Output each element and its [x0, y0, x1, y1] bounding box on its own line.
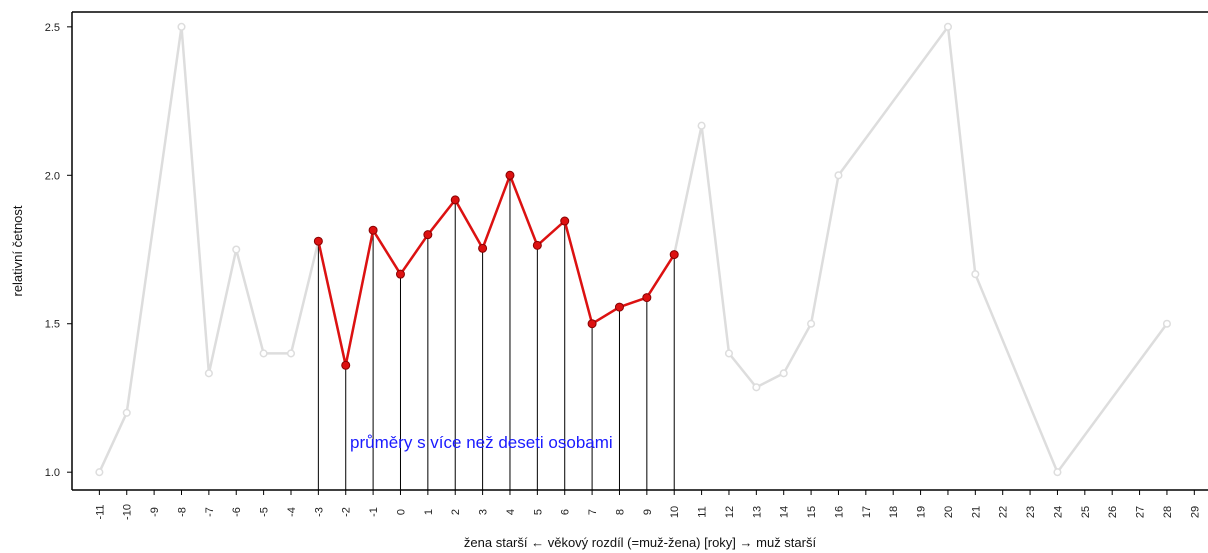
x-tick-label: 8 [614, 509, 626, 515]
x-tick-label: 21 [970, 506, 982, 518]
x-tick-label: 1 [423, 509, 435, 515]
x-tick-label: -6 [231, 507, 243, 517]
y-tick-label: 1.0 [45, 467, 60, 479]
data-point [395, 269, 405, 279]
data-point [971, 270, 980, 279]
data-point [807, 319, 816, 328]
x-tick-label: 13 [751, 506, 763, 518]
data-point [423, 230, 433, 240]
data-point [1162, 319, 1171, 328]
x-axis-title: žena starší ← věkový rozdíl (=muž-žena) … [464, 535, 817, 550]
data-point [313, 236, 323, 246]
x-tick-label: 15 [806, 506, 818, 518]
x-tick-label: 29 [1189, 506, 1201, 518]
data-point [587, 319, 597, 329]
x-tick-label: 11 [697, 506, 709, 517]
x-tick-label: 20 [943, 506, 955, 518]
x-tick-label: 2 [450, 509, 462, 515]
x-tick-label: 9 [642, 509, 654, 515]
x-tick-label: 3 [478, 509, 490, 515]
x-tick-label: -4 [286, 507, 298, 517]
stems [317, 175, 675, 490]
x-tick-label: 5 [532, 509, 544, 515]
large-group-series [313, 170, 679, 370]
data-point [943, 22, 953, 31]
data-point [1053, 468, 1062, 477]
y-tick-label: 2.0 [45, 170, 60, 182]
all-values-series [95, 22, 1171, 477]
data-point [779, 369, 788, 378]
series-line-large [317, 174, 676, 367]
x-tick-label: -11 [94, 504, 106, 519]
series-line-all [98, 25, 1168, 474]
x-tick-label: 10 [669, 506, 681, 518]
axes: 1.01.52.02.5-11 -10 -9 -8 -7 -6 -5 -4 -3 -2 -1 0 1 2 3… [45, 11, 1208, 520]
annotation: průměry s více než deseti osobami [350, 433, 613, 452]
data-point [122, 408, 131, 417]
data-point [259, 349, 268, 358]
data-point [614, 302, 624, 312]
data-point [669, 250, 679, 260]
data-point [505, 170, 515, 180]
data-point [450, 195, 460, 205]
x-tick-label: 0 [395, 509, 407, 515]
y-tick-label: 1.5 [45, 319, 60, 331]
x-tick-label: -8 [176, 507, 188, 517]
data-point [478, 243, 488, 253]
x-tick-label: 6 [560, 509, 572, 515]
y-axis-title: relativní četnost [10, 205, 25, 296]
x-tick-label: 17 [861, 506, 873, 518]
x-tick-label: -3 [313, 507, 325, 517]
x-tick-label: 22 [998, 506, 1010, 518]
data-point [95, 468, 104, 477]
y-tick-label: 2.5 [45, 22, 60, 34]
data-point [368, 225, 378, 235]
data-point [834, 171, 843, 180]
data-point [177, 22, 186, 31]
x-tick-label: 16 [833, 506, 845, 518]
x-tick-label: 24 [1052, 506, 1064, 518]
x-tick-label: -7 [204, 507, 216, 517]
data-point [697, 121, 706, 130]
x-tick-label: 4 [505, 509, 517, 515]
data-point [724, 349, 734, 358]
x-tick-label: 23 [1025, 506, 1037, 518]
data-point [560, 216, 570, 226]
x-tick-label: 14 [779, 506, 791, 518]
data-point [232, 245, 241, 254]
x-tick-label: 26 [1107, 506, 1119, 518]
data-point [286, 349, 296, 358]
data-point [204, 369, 213, 378]
data-point [752, 383, 761, 392]
x-tick-label: -1 [368, 507, 380, 517]
x-tick-label: -9 [149, 507, 161, 517]
x-tick-label: -2 [341, 507, 353, 517]
data-point [532, 240, 542, 250]
x-tick-label: 18 [888, 506, 900, 518]
x-tick-label: 28 [1162, 506, 1174, 518]
x-tick-label: 12 [724, 506, 736, 518]
x-tick-label: 25 [1080, 506, 1092, 518]
x-tick-label: 19 [916, 506, 928, 518]
x-tick-label: -10 [122, 504, 134, 520]
x-tick-label: -5 [259, 507, 271, 517]
x-tick-label: 7 [587, 509, 599, 515]
data-point [642, 293, 652, 303]
data-point [341, 360, 351, 370]
x-tick-label: 27 [1135, 506, 1147, 518]
